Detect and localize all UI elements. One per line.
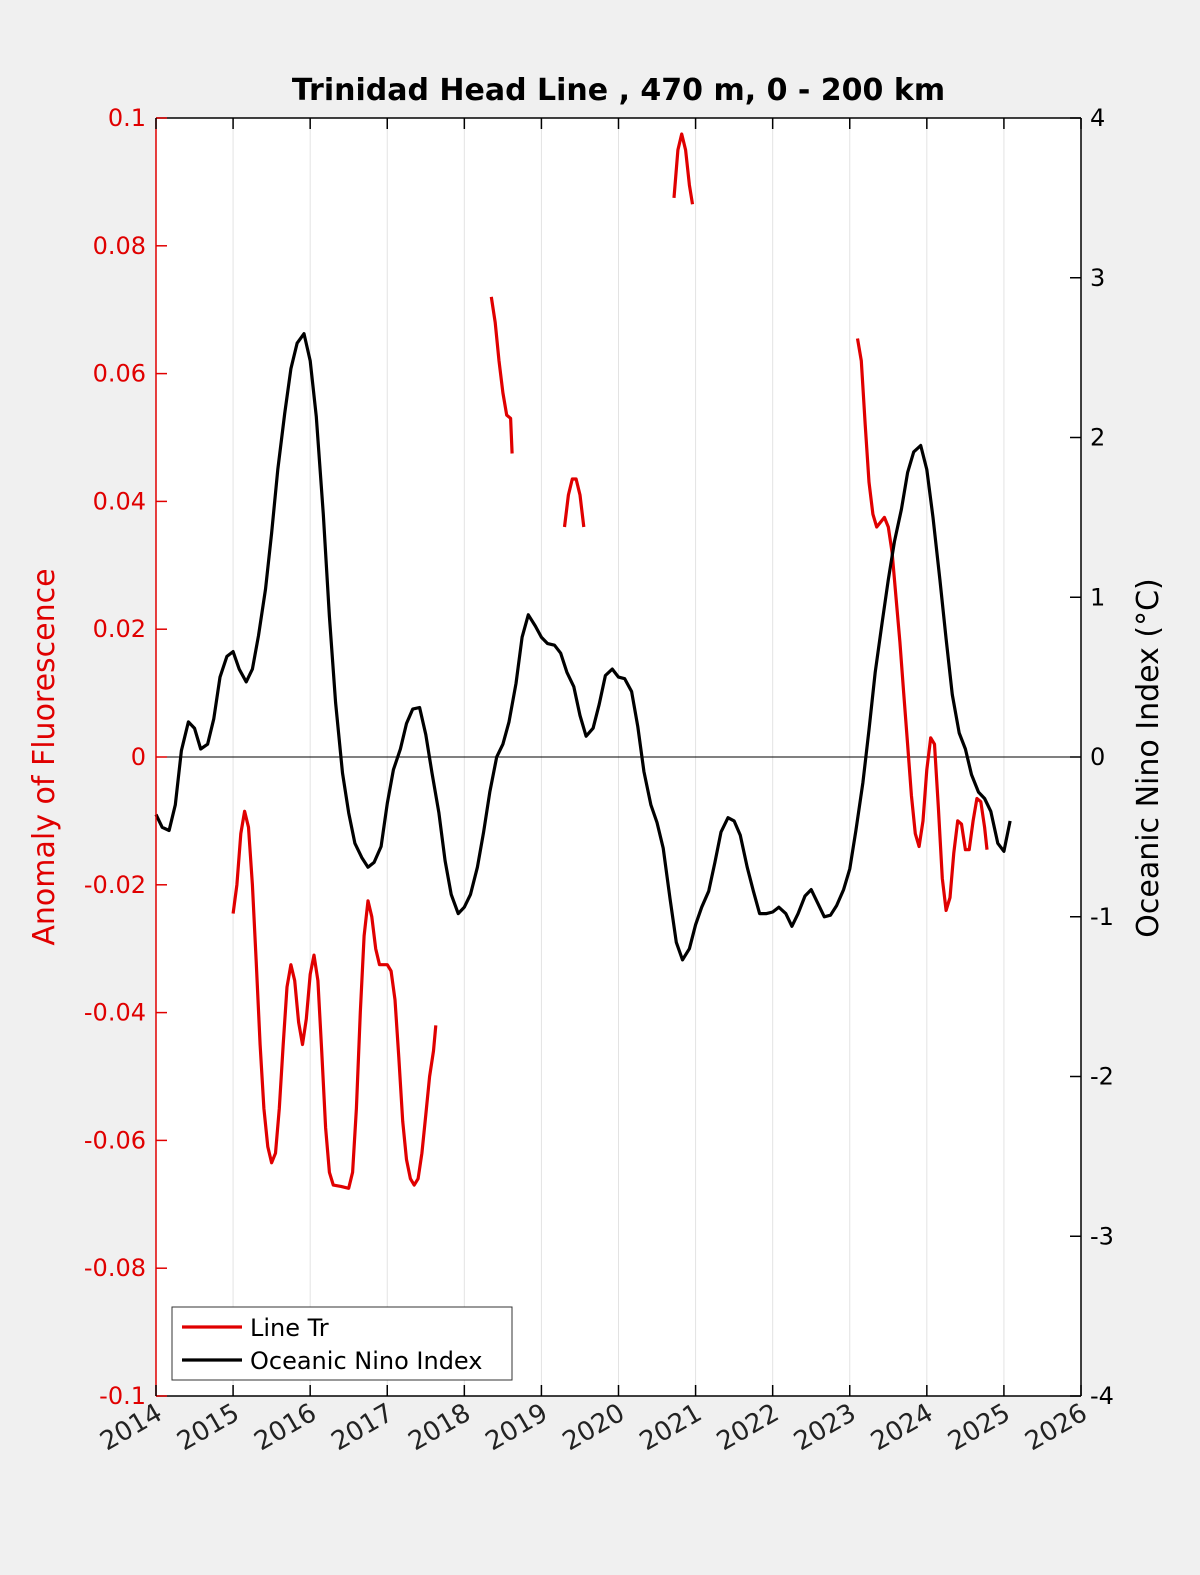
chart-title: Trinidad Head Line , 470 m, 0 - 200 km — [292, 73, 945, 108]
tick-label-y-right: 0 — [1090, 743, 1105, 771]
tick-label-y-right: 2 — [1090, 424, 1105, 452]
tick-label-x: 2023 — [789, 1398, 861, 1457]
tick-label-y-right: -3 — [1090, 1222, 1114, 1250]
legend-label: Line Tr — [250, 1314, 329, 1342]
tick-label-y-left: 0.08 — [93, 232, 146, 260]
tick-label-x: 2022 — [712, 1398, 784, 1457]
tick-label-x: 2017 — [326, 1398, 398, 1457]
tick-label-y-left: -0.1 — [99, 1382, 146, 1410]
tick-label-x: 2015 — [172, 1398, 244, 1457]
y-axis-label-left: Anomaly of Fluorescence — [27, 568, 62, 945]
tick-label-y-left: 0.04 — [93, 487, 146, 515]
tick-label-y-right: 1 — [1090, 583, 1105, 611]
series-line-line-tr-segment — [672, 132, 695, 205]
tick-label-y-left: -0.08 — [84, 1254, 146, 1282]
tick-label-y-left: 0.02 — [93, 615, 146, 643]
y-axis-label-right: Oceanic Nino Index (°C) — [1131, 578, 1166, 938]
tick-label-y-left: -0.06 — [84, 1126, 146, 1154]
legend-label: Oceanic Nino Index — [250, 1347, 482, 1375]
tick-label-x: 2021 — [635, 1398, 707, 1457]
series-line-line-tr-segment — [855, 338, 989, 912]
tick-label-y-right: -4 — [1090, 1382, 1114, 1410]
tick-label-x: 2016 — [249, 1398, 321, 1457]
tick-label-y-right: -1 — [1090, 903, 1114, 931]
tick-label-x: 2018 — [404, 1398, 476, 1457]
tick-label-y-right: 3 — [1090, 264, 1105, 292]
series-line-oni-segment — [154, 332, 1012, 962]
tick-label-x: 2024 — [866, 1398, 938, 1457]
series-line-line-tr-segment — [231, 809, 438, 1190]
tick-label-y-left: -0.02 — [84, 871, 146, 899]
tick-label-y-left: 0 — [131, 743, 146, 771]
tick-label-x: 2026 — [1020, 1398, 1092, 1457]
tick-label-y-right: 4 — [1090, 104, 1105, 132]
tick-label-x: 2019 — [481, 1398, 553, 1457]
series-line-line-tr-segment — [489, 296, 514, 454]
tick-label-y-left: -0.04 — [84, 999, 146, 1027]
legend-box — [171, 1306, 513, 1381]
tick-label-y-left: 0.06 — [93, 360, 146, 388]
tick-label-x: 2025 — [943, 1398, 1015, 1457]
series-line-line-tr-segment — [562, 477, 586, 528]
tick-label-x: 2020 — [558, 1398, 630, 1457]
tick-label-y-left: 0.1 — [108, 104, 146, 132]
tick-label-y-right: -2 — [1090, 1063, 1114, 1091]
